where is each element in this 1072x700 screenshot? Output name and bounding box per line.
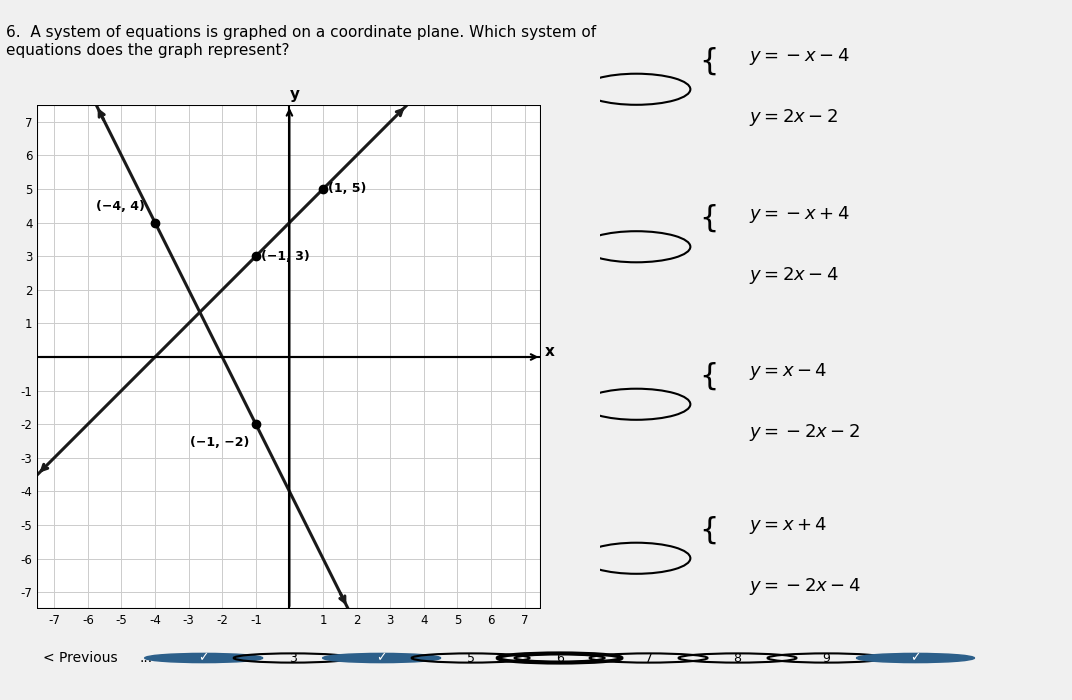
Text: $y = −x − 4$: $y = −x − 4$ xyxy=(749,46,849,67)
Text: ✓: ✓ xyxy=(910,652,921,664)
Text: (1, 5): (1, 5) xyxy=(328,183,367,195)
Text: < Previous: < Previous xyxy=(43,651,118,665)
Text: 6.  A system of equations is graphed on a coordinate plane. Which system of
equa: 6. A system of equations is graphed on a… xyxy=(6,25,596,57)
Text: $y = x − 4$: $y = x − 4$ xyxy=(749,361,828,382)
Text: 3: 3 xyxy=(288,652,297,664)
Text: $y = x + 4$: $y = x + 4$ xyxy=(749,515,828,536)
Text: x: x xyxy=(545,344,554,360)
Text: $\{$: $\{$ xyxy=(699,514,717,545)
Text: $\{$: $\{$ xyxy=(699,202,717,234)
Circle shape xyxy=(323,653,441,663)
Text: $\{$: $\{$ xyxy=(699,45,717,76)
Text: 7: 7 xyxy=(644,652,653,664)
Text: $y = 2x − 2$: $y = 2x − 2$ xyxy=(749,107,838,128)
Text: (−1, 3): (−1, 3) xyxy=(260,250,310,262)
Text: 9: 9 xyxy=(822,652,831,664)
Text: 5: 5 xyxy=(466,652,475,664)
Text: ✓: ✓ xyxy=(376,652,387,664)
Circle shape xyxy=(857,653,974,663)
Text: 8: 8 xyxy=(733,652,742,664)
Text: $y = −2x − 4$: $y = −2x − 4$ xyxy=(749,576,861,597)
Circle shape xyxy=(145,653,263,663)
Text: $\{$: $\{$ xyxy=(699,360,717,391)
Text: y: y xyxy=(289,87,299,101)
Text: ✓: ✓ xyxy=(198,652,209,664)
Text: $y = 2x − 4$: $y = 2x − 4$ xyxy=(749,265,838,286)
Text: ...: ... xyxy=(139,651,152,665)
Text: $y = −x + 4$: $y = −x + 4$ xyxy=(749,204,849,225)
Text: $y = −2x − 2$: $y = −2x − 2$ xyxy=(749,422,860,443)
Text: 6: 6 xyxy=(555,652,564,664)
Text: (−1, −2): (−1, −2) xyxy=(190,436,249,449)
Text: (−4, 4): (−4, 4) xyxy=(96,199,145,213)
